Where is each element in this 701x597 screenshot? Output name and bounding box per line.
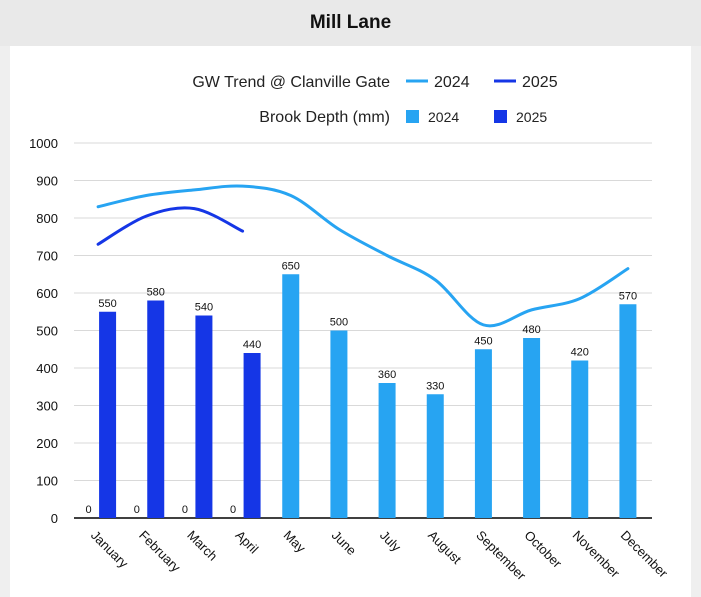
chart-card: GW Trend @ Clanville Gate 2024 2025 Broo… <box>10 46 691 597</box>
bar-2024 <box>330 330 348 518</box>
plot-area: 0 100 200 300 400 500 600 700 800 900 1000 0 550 0 580… <box>29 136 671 584</box>
bar-data-label: 360 <box>378 369 396 381</box>
trend-line-2025 <box>96 206 245 246</box>
legend-bar-2024-label: 2024 <box>428 109 459 125</box>
legend-bar-title: Brook Depth (mm) <box>259 109 390 126</box>
legend-bar-2024-swatch <box>406 110 419 123</box>
x-tick-label: December <box>618 528 671 581</box>
page-title: Mill Lane <box>309 12 392 33</box>
x-tick-label: October <box>521 528 565 572</box>
bar-2024 <box>474 349 492 518</box>
legend-line-2025-label: 2025 <box>522 74 558 91</box>
bar-data-label: 0 <box>134 504 140 516</box>
bar-data-label: 540 <box>195 302 213 314</box>
y-tick-label: 200 <box>36 436 58 451</box>
bar-2024 <box>571 360 589 518</box>
bar-data-label: 0 <box>182 504 188 516</box>
bar-2025 <box>99 311 117 518</box>
y-tick-label: 100 <box>36 474 58 489</box>
y-tick-label: 900 <box>36 174 58 189</box>
legend-bar-2025-swatch <box>494 110 507 123</box>
title-bar: Mill Lane <box>0 0 701 46</box>
x-tick-label: November <box>570 528 623 581</box>
bar-data-label: 330 <box>426 380 444 392</box>
x-tick-label: January <box>88 528 132 572</box>
x-tick-label: May <box>281 528 309 556</box>
y-tick-label: 700 <box>36 249 58 264</box>
bar-data-label: 0 <box>230 504 236 516</box>
bar-data-label: 570 <box>619 290 637 302</box>
bar-data-label: 650 <box>282 260 300 272</box>
x-tick-label: March <box>184 528 220 564</box>
y-tick-label: 500 <box>36 324 58 339</box>
bar-data-label: 550 <box>98 298 116 310</box>
bar-2025 <box>195 315 213 518</box>
legend: GW Trend @ Clanville Gate 2024 2025 Broo… <box>192 74 557 126</box>
bar-data-label: 500 <box>330 317 348 329</box>
legend-line-title: GW Trend @ Clanville Gate <box>192 74 390 91</box>
bar-data-label: 480 <box>522 324 540 336</box>
bar-data-label: 580 <box>147 287 165 299</box>
x-tick-label: July <box>377 528 404 555</box>
bar-2024 <box>523 338 541 518</box>
bar-data-label: 450 <box>474 335 492 347</box>
x-tick-label: February <box>136 528 184 576</box>
bar-2025 <box>243 353 261 518</box>
y-tick-label: 300 <box>36 399 58 414</box>
trend-line-2024 <box>96 184 630 328</box>
bar-2024 <box>282 274 300 518</box>
y-tick-label: 0 <box>51 511 58 526</box>
bar-data-label: 0 <box>86 504 92 516</box>
bar-2024 <box>378 383 396 518</box>
legend-line-2024-label: 2024 <box>434 74 470 91</box>
chart: GW Trend @ Clanville Gate 2024 2025 Broo… <box>29 74 671 584</box>
bar-2025 <box>147 300 165 518</box>
y-tick-label: 1000 <box>29 136 58 151</box>
y-tick-label: 600 <box>36 286 58 301</box>
legend-bar-2025-label: 2025 <box>516 109 547 125</box>
x-tick-label: August <box>425 528 464 567</box>
x-tick-label: September <box>473 528 529 584</box>
x-tick-label: June <box>329 528 360 559</box>
bar-2024 <box>619 304 637 518</box>
bar-data-label: 440 <box>243 339 261 351</box>
bar-data-label: 420 <box>571 347 589 359</box>
y-tick-label: 800 <box>36 211 58 226</box>
x-tick-label: April <box>232 528 261 557</box>
bar-2024 <box>426 394 444 518</box>
y-tick-label: 400 <box>36 361 58 376</box>
